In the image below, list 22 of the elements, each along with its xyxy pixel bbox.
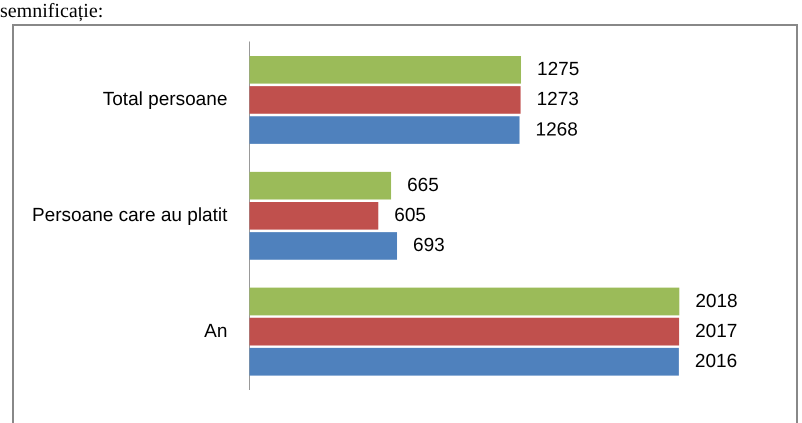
bar [249, 348, 679, 376]
y-tick-label: Persoane care au platit [32, 205, 228, 226]
bar [249, 116, 520, 144]
bar [249, 56, 522, 84]
data-label: 1273 [536, 89, 579, 110]
y-tick-label: Total persoane [102, 89, 228, 110]
bar [249, 202, 378, 230]
bar [249, 86, 521, 114]
data-label: 2016 [694, 351, 738, 372]
data-label: 2018 [695, 290, 738, 312]
bar [249, 232, 398, 260]
data-label: 2017 [695, 320, 738, 342]
bar [249, 318, 680, 346]
data-label: 693 [413, 235, 445, 256]
data-label: 1268 [536, 119, 578, 140]
y-tick-label: An [204, 320, 228, 342]
bar [249, 172, 392, 200]
text: semnificație: [0, 0, 104, 22]
data-label: 1275 [537, 59, 580, 80]
bar [249, 288, 680, 316]
data-label: 605 [394, 205, 426, 226]
data-label: 665 [407, 174, 439, 196]
